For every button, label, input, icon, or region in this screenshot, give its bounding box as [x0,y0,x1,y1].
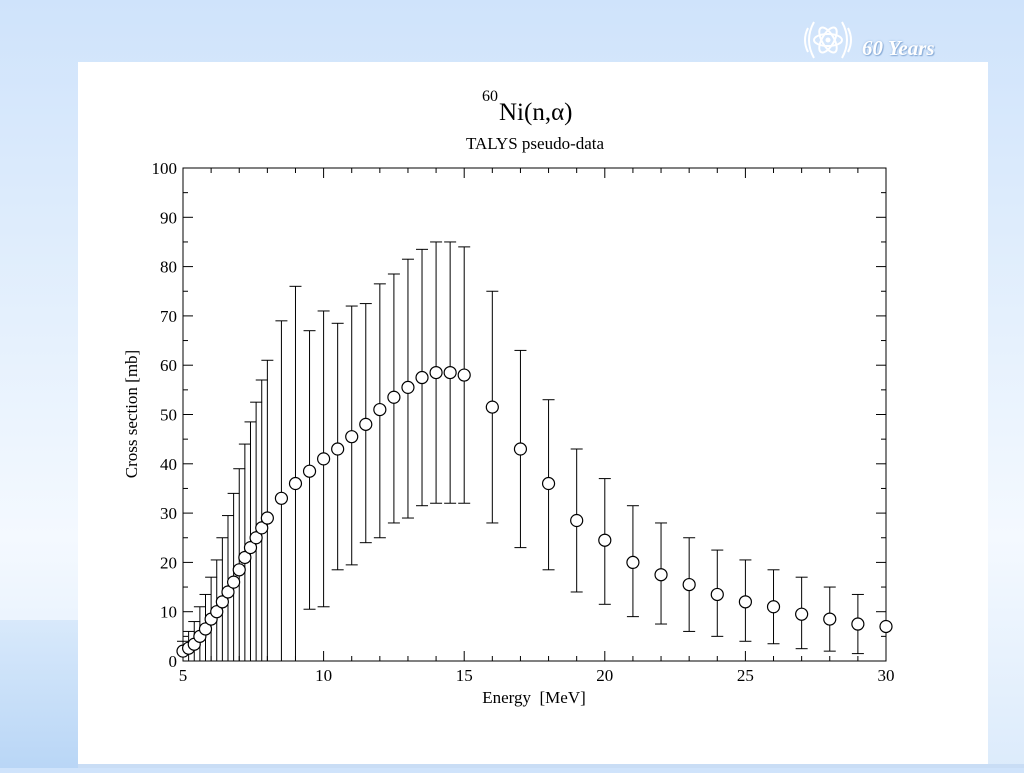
chart-title-main: Ni(n,α) [499,99,573,126]
data-point [255,521,269,535]
data-point [317,452,331,466]
x-tick-label: 20 [596,666,613,685]
data-point [682,577,696,592]
x-tick-label: 25 [737,666,754,685]
data-point [654,568,668,582]
data-point [198,622,213,636]
y-tick-label: 70 [160,307,177,326]
y-tick-label: 80 [160,258,177,277]
background-left-band [0,620,78,768]
plot-frame [182,167,887,662]
data-point [513,442,528,456]
data-point [221,585,235,599]
chart-title-superscript: 60 [482,88,498,105]
data-point [249,531,263,545]
x-tick-label: 30 [878,666,895,685]
data-point [485,400,499,414]
data-point [288,476,303,491]
axis-ticks [182,167,887,662]
data-point [260,511,274,525]
chart-panel: 60 Ni(n,α) TALYS pseudo-data 5 10 15 20 25 30… [78,62,988,768]
data-point [795,607,809,621]
data-point [331,442,345,456]
bottom-accent-line [78,764,1024,768]
data-point [415,370,429,385]
data-point [345,430,359,444]
logo-text: 60 Years [862,36,935,60]
x-tick-label: 10 [315,666,332,685]
data-point [359,417,373,431]
data-point [823,612,837,626]
data-point [429,365,443,380]
y-tick-label: 10 [160,603,177,622]
y-tick-label: 30 [160,504,177,523]
data-point [401,380,415,394]
data-point [232,563,246,577]
data-point [598,533,612,547]
data-point [710,587,724,602]
data-point [243,541,258,555]
data-point [541,476,556,491]
y-tick-label: 40 [160,455,177,474]
error-bar [289,285,302,661]
data-point [302,464,317,478]
data-point [879,619,893,634]
y-tick-label: 90 [160,208,177,227]
data-point [215,595,229,609]
chart: 60 Ni(n,α) TALYS pseudo-data 5 10 15 20 25 30… [122,88,895,707]
x-axis-label: Energy [MeV] [482,688,586,707]
y-tick-label: 100 [152,159,178,178]
data-point [210,605,224,619]
data-markers [176,365,893,658]
x-tick-label: 5 [179,666,188,685]
data-point [227,575,241,589]
data-point [387,390,401,404]
data-point [457,368,471,382]
tick-labels: 5 10 15 20 25 30 0 10 20 30 40 50 60 70 80 90 100 [152,159,895,685]
data-point [766,600,781,614]
y-axis-label: Cross section [mb] [122,350,141,478]
atom-emblem-icon [804,21,852,59]
y-tick-label: 50 [160,406,177,425]
data-point [851,617,865,631]
logo: 60 Years [800,14,1000,64]
y-tick-label: 20 [160,553,177,572]
data-point [443,365,457,380]
x-tick-label: 15 [456,666,473,685]
data-point [626,555,640,569]
chart-title: 60 Ni(n,α) [482,88,573,126]
data-point [373,402,387,417]
error-bar [261,359,274,661]
data-point [738,595,753,609]
data-point [238,550,252,565]
error-bar [275,320,288,661]
y-tick-label: 0 [169,652,178,671]
chart-subtitle: TALYS pseudo-data [466,134,605,153]
y-tick-label: 60 [160,356,177,375]
data-point [570,513,584,528]
data-point [274,491,289,505]
